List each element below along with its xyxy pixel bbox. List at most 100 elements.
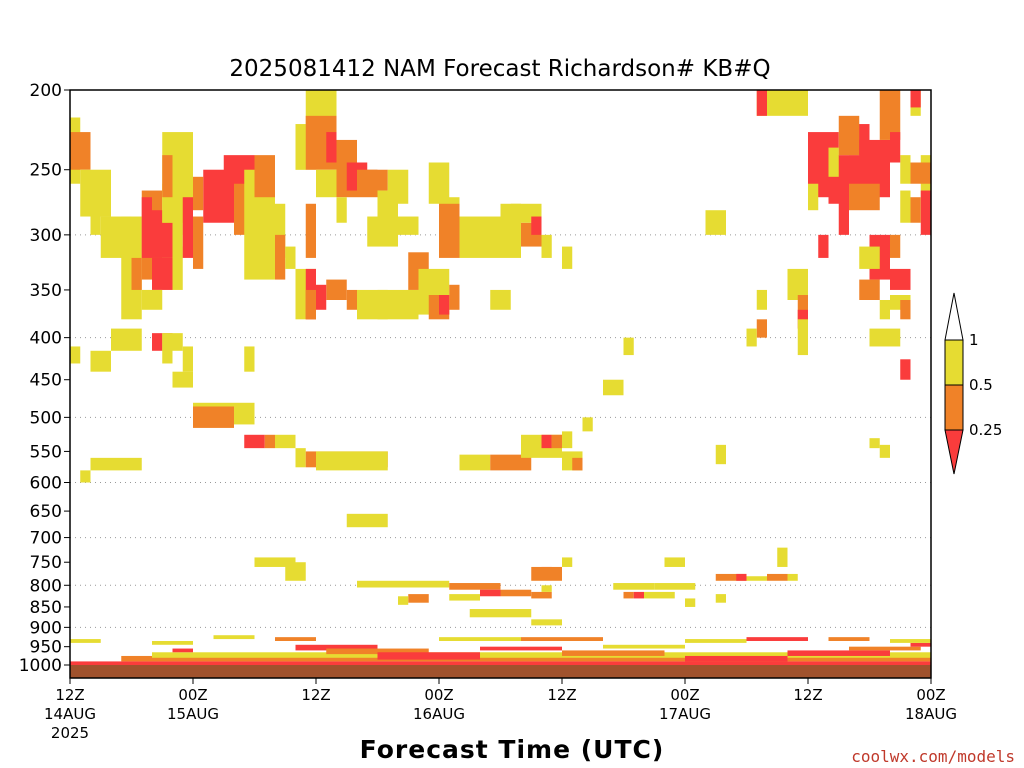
heatmap-cell [152,333,163,351]
heatmap-cell [562,246,573,269]
heatmap-cell [849,183,880,211]
heatmap-cell [449,594,480,601]
x-tick-date: 14AUG [44,705,96,723]
plot-frame [69,89,932,679]
heatmap-cell [633,591,644,599]
heatmap-cell [182,346,193,372]
heatmap-cell [777,547,788,567]
heatmap-cell [715,444,726,465]
surface-band [70,639,101,643]
heatmap-cell [408,594,429,603]
heatmap-cell [80,470,91,483]
heatmap-cell [623,337,634,356]
heatmap-cell [336,197,347,223]
heatmap-cell [756,90,767,116]
legend-label: 0.25 [969,421,1002,439]
y-tick-label: 1000 [19,656,62,676]
heatmap-cell [551,434,562,449]
legend-label: 0.5 [969,376,993,394]
heatmap-cell [367,216,378,247]
heatmap-cell [490,454,532,471]
heatmap-cell [275,234,286,280]
heatmap-cell [818,234,829,258]
heatmap-cell [295,448,306,468]
heatmap-cell [613,583,655,590]
x-tick-label: 00Z [424,686,453,704]
heatmap-cell [244,434,265,449]
y-tick-label: 250 [30,161,62,181]
surface-band [152,652,931,658]
heatmap-cell [193,406,234,428]
heatmap-cell [141,289,163,310]
heatmap-cell [685,598,696,607]
heatmap-cell [756,319,767,338]
heatmap-cell [316,169,337,198]
legend-swatch [944,339,964,386]
plot-area [69,89,932,679]
heatmap-cell [890,268,911,290]
heatmap-cell [264,434,275,449]
heatmap-cell [736,573,747,581]
heatmap-cell [172,333,183,351]
heatmap-cell [838,197,849,235]
heatmap-cell [910,197,921,223]
heatmap-cell [869,328,901,347]
heatmap-cell [869,438,880,449]
heatmap-cell [623,591,634,599]
heatmap-cell [90,457,142,471]
heatmap-cell [449,284,460,310]
heatmap-cell [879,90,901,140]
legend-bottom-arrow [944,429,964,475]
heatmap-cell [900,299,911,320]
heatmap-cell [664,557,685,567]
heatmap-cell [377,190,398,247]
heatmap-cell [797,319,808,356]
surface-band [152,640,193,645]
x-tick-label: 00Z [178,686,207,704]
heatmap-cell [377,295,398,310]
y-tick-label: 900 [30,618,62,638]
heatmap-cell [162,333,173,364]
heatmap-cell [111,328,142,351]
x-tick-label: 12Z [55,686,84,704]
heatmap-cell [859,279,880,300]
heatmap-cell [828,147,839,177]
surface-band [746,637,808,641]
heatmap-cell [346,513,388,528]
heatmap-cell [746,328,757,347]
heatmap-cell [541,434,552,449]
heatmap-cell [316,284,327,310]
heatmap-cell [428,162,450,204]
heatmap-cell [859,246,880,269]
heatmap-cell [603,379,624,396]
heatmap-cell [285,246,296,269]
heatmap-cell [326,132,337,163]
heatmap-cell [193,176,204,211]
heatmap-cell [90,350,111,372]
heatmap-cell [541,585,552,592]
heatmap-cell [746,576,767,581]
heatmap-cells [70,90,931,665]
legend-swatch [944,384,964,431]
surface-band [275,637,316,641]
legend: 1 0.5 0.25 [944,292,1002,475]
x-tick-date: 15AUG [167,705,219,723]
x-tick-label: 12Z [547,686,576,704]
surface-band [326,648,429,655]
surface-band [685,655,788,662]
heatmap-cell [367,169,388,191]
heatmap-cell [449,583,501,590]
x-tick-label: 12Z [793,686,822,704]
surface-band [787,650,890,656]
heatmap-cell [562,431,573,449]
heatmap-cell [275,434,296,449]
heatmap-cell [797,309,808,329]
heatmap-cell [910,90,921,108]
surface-band [685,639,747,643]
heatmap-cell [172,246,183,290]
heatmap-cell [459,454,491,471]
heatmap-cell [541,234,552,258]
heatmap-cell [500,589,532,597]
